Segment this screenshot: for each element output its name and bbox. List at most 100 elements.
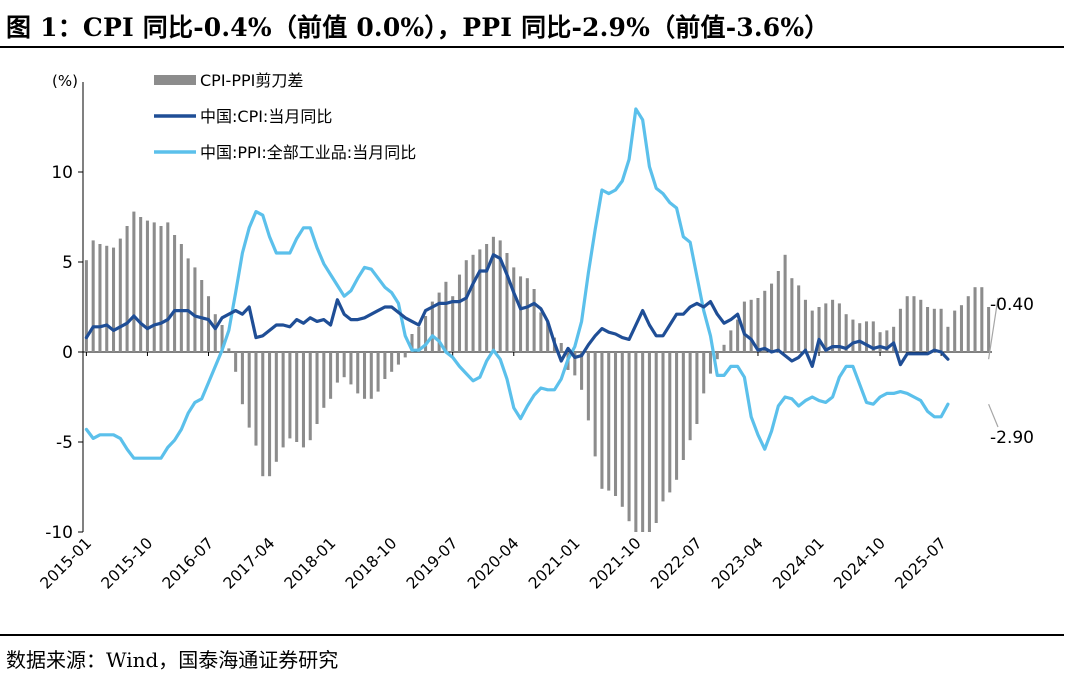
scissors-bar [478, 249, 482, 352]
scissors-bar [532, 289, 536, 352]
scissors-bar [220, 325, 224, 352]
scissors-bar [430, 301, 434, 352]
x-tick-label: 2021-01 [525, 534, 584, 593]
scissors-bar [736, 319, 740, 352]
scissors-bar [742, 301, 746, 352]
scissors-bar [505, 253, 509, 352]
scissors-bar [396, 352, 400, 365]
scissors-bar [634, 352, 638, 532]
scissors-bar [641, 352, 645, 532]
scissors-bar [491, 236, 495, 352]
scissors-bar [892, 326, 896, 352]
scissors-bar [559, 343, 563, 352]
scissors-bar [512, 267, 516, 352]
x-tick-label: 2017-04 [220, 534, 279, 593]
x-tick-label: 2023-04 [708, 534, 767, 593]
x-tick-label: 2016-07 [159, 534, 218, 593]
scissors-bar [152, 222, 156, 352]
scissors-bar [844, 314, 848, 352]
scissors-bar [654, 352, 658, 523]
scissors-bar [729, 330, 733, 352]
scissors-bar [342, 352, 346, 378]
scissors-bar [91, 240, 95, 352]
scissors-bar [932, 308, 936, 352]
scissors-bar [864, 321, 869, 352]
scissors-bar [173, 235, 177, 352]
y-tick-label: 10 [51, 163, 73, 183]
annotation-leader [988, 403, 999, 428]
scissors-bar [966, 296, 970, 352]
legend-swatch-bar [154, 75, 196, 85]
x-tick-label: 2020-04 [464, 534, 523, 593]
scissors-bar [376, 352, 380, 392]
x-tick-label: 2025-07 [891, 534, 950, 593]
scissors-bar [525, 278, 529, 352]
scissors-bar [268, 352, 272, 477]
scissors-bar [810, 310, 814, 352]
source-note: 数据来源：Wind，国泰海通证券研究 [6, 648, 339, 672]
x-tick-label: 2019-07 [403, 534, 462, 593]
scissors-bar [118, 238, 122, 352]
scissors-bar [424, 316, 428, 352]
scissors-bar [919, 299, 923, 352]
scissors-bar [390, 352, 394, 372]
scissors-bar [824, 303, 828, 352]
scissors-bar [722, 344, 726, 352]
scissors-bar [98, 244, 102, 352]
scissors-bar [668, 352, 672, 493]
scissors-bar [179, 244, 183, 352]
legend-label: CPI-PPI剪刀差 [200, 71, 303, 90]
scissors-bar [987, 307, 991, 352]
scissors-bar [783, 254, 787, 352]
scissors-bar [770, 283, 774, 352]
scissors-bar [803, 299, 807, 352]
scissors-bar [464, 260, 468, 352]
scissors-bar [885, 330, 889, 352]
scissors-bar [84, 260, 88, 352]
scissors-bar [681, 352, 685, 460]
scissors-bar [234, 352, 238, 372]
scissors-bar [349, 352, 353, 385]
title-rule [0, 46, 1064, 48]
scissors-bar [776, 271, 780, 352]
scissors-bar [111, 247, 116, 352]
scissors-bars [84, 211, 991, 532]
x-tick-label: 2022-07 [647, 534, 706, 593]
scissors-bar [790, 278, 794, 352]
scissors-bar [817, 307, 821, 352]
scissors-bar [763, 290, 767, 352]
scissors-bar [403, 352, 407, 358]
scissors-bar [356, 352, 360, 394]
chart-annotations: -0.40 -2.90 [988, 295, 1034, 448]
scissors-bar [457, 274, 462, 352]
scissors-bar [132, 211, 136, 352]
scissors-bar [593, 352, 597, 457]
scissors-bar [878, 332, 882, 352]
scissors-bar [953, 310, 957, 352]
scissors-bar [145, 220, 149, 352]
scissors-bar [661, 352, 665, 502]
y-tick-label: 5 [62, 253, 73, 273]
scissors-bar [295, 352, 299, 442]
scissors-bar [417, 326, 421, 352]
scissors-bar [695, 352, 699, 424]
scissors-bar [600, 352, 604, 489]
scissors-bar [444, 281, 448, 352]
x-tick-label: 2021-10 [586, 534, 645, 593]
scissors-bar [254, 352, 258, 446]
scissors-bar [274, 352, 278, 462]
scissors-bar [613, 352, 618, 496]
scissors-bar [308, 352, 312, 441]
scissors-bar [858, 323, 862, 352]
scissors-bar [831, 299, 835, 352]
scissors-bar [912, 296, 916, 352]
x-tick-label: 2015-10 [98, 534, 157, 593]
source-rule [0, 634, 1064, 636]
scissors-bar [620, 352, 624, 507]
scissors-bar [702, 352, 706, 394]
scissors-bar [166, 222, 170, 352]
scissors-bar [261, 352, 265, 477]
x-tick-label: 2024-01 [769, 534, 828, 593]
scissors-bar [797, 285, 801, 352]
